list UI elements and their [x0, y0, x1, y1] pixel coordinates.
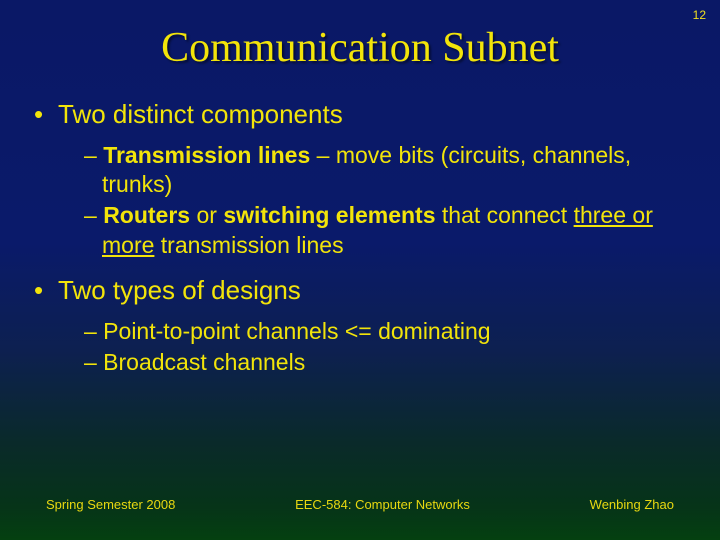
text-run: – — [84, 142, 103, 168]
text-run: Transmission lines — [103, 142, 310, 168]
text-run: switching elements — [223, 202, 435, 228]
text-run: – Broadcast channels — [84, 349, 305, 375]
bullet-level-1: Two types of designs — [30, 274, 692, 307]
text-run: – — [84, 202, 103, 228]
slide-footer: Spring Semester 2008 EEC-584: Computer N… — [0, 497, 720, 512]
text-run: Two types of designs — [58, 275, 301, 305]
text-run: Two distinct components — [58, 99, 343, 129]
text-run: Routers — [103, 202, 190, 228]
slide-body: Two distinct components – Transmission li… — [28, 98, 692, 378]
slide-title: Communication Subnet — [28, 24, 692, 72]
text-run: that connect — [436, 202, 574, 228]
footer-center: EEC-584: Computer Networks — [295, 497, 470, 512]
text-run: transmission lines — [154, 232, 343, 258]
bullet-level-2: – Routers or switching elements that con… — [30, 201, 692, 260]
bullet-level-1: Two distinct components — [30, 98, 692, 131]
text-run: or — [190, 202, 223, 228]
bullet-level-2: – Point-to-point channels <= dominating — [30, 317, 692, 346]
footer-right: Wenbing Zhao — [590, 497, 674, 512]
text-run: – Point-to-point channels <= dominating — [84, 318, 491, 344]
slide: 12 Communication Subnet Two distinct com… — [0, 0, 720, 540]
bullet-level-2: – Broadcast channels — [30, 348, 692, 377]
page-number: 12 — [693, 8, 706, 22]
footer-left: Spring Semester 2008 — [46, 497, 175, 512]
bullet-level-2: – Transmission lines – move bits (circui… — [30, 141, 692, 200]
